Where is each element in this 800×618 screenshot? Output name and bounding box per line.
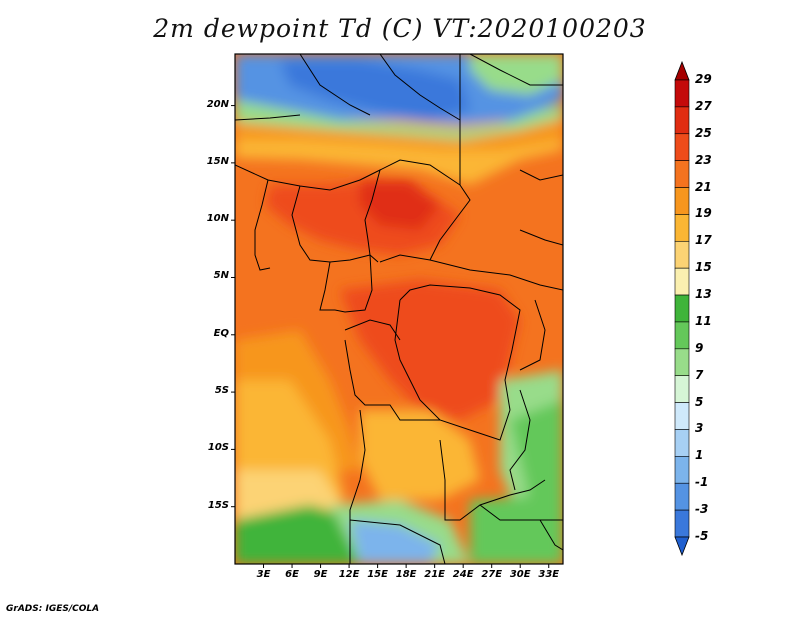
lat-label: 15S xyxy=(207,499,229,511)
colorbar-segment xyxy=(674,482,690,511)
colorbar-segment xyxy=(674,267,690,296)
colorbar-segment xyxy=(674,133,690,161)
credit-text: GrADS: IGES/COLA xyxy=(6,604,100,614)
colorbar-segment xyxy=(674,402,690,430)
colorbar-label: 1 xyxy=(695,448,704,463)
colorbar-label: 17 xyxy=(695,233,712,248)
plot-frame xyxy=(234,53,564,565)
colorbar-label: 7 xyxy=(695,367,704,382)
lon-label: 6E xyxy=(285,569,299,580)
colorbar-segment xyxy=(674,429,690,457)
lon-label: 24E xyxy=(452,569,474,580)
colorbar-label: 25 xyxy=(695,125,712,140)
colorbar-label: 13 xyxy=(695,287,712,302)
colorbar-label: -5 xyxy=(695,529,709,543)
colorbar-segment xyxy=(674,294,690,323)
lon-label: 18E xyxy=(395,569,417,580)
colorbar-bottom-arrow xyxy=(674,536,690,557)
colorbar-label: -3 xyxy=(695,502,709,517)
colorbar-segment xyxy=(674,106,690,135)
colorbar xyxy=(674,60,690,557)
colorbar-label: 19 xyxy=(695,206,712,221)
lat-label: EQ xyxy=(213,327,229,339)
colorbar-label: 5 xyxy=(695,394,704,409)
country-borders xyxy=(235,54,563,564)
lon-label: 27E xyxy=(481,569,503,580)
lon-label: 9E xyxy=(313,569,328,580)
lat-label: 20N xyxy=(206,98,229,110)
colorbar-label: 23 xyxy=(695,152,712,167)
colorbar-segment xyxy=(674,375,690,403)
colorbar-label: 27 xyxy=(695,98,712,113)
colorbar-label: -1 xyxy=(695,475,709,490)
colorbar-label: 15 xyxy=(695,260,712,275)
map-title: 2m dewpoint Td (C) VT:2020100203 xyxy=(153,14,647,43)
lat-label: 10S xyxy=(207,442,229,454)
colorbar-label: 29 xyxy=(695,72,712,86)
colorbar-segment xyxy=(674,509,690,538)
axis-ticks xyxy=(231,105,550,568)
lon-label: 15E xyxy=(367,569,388,580)
colorbar-segment xyxy=(674,79,690,108)
lat-label: 5S xyxy=(214,385,229,397)
lon-label: 30E xyxy=(509,569,531,580)
colorbar-segment xyxy=(674,187,690,215)
colorbar-label: 11 xyxy=(695,313,712,328)
colorbar-label: 3 xyxy=(695,421,704,436)
lat-label: 5N xyxy=(213,270,229,282)
lat-label: 15N xyxy=(206,155,229,167)
colorbar-segment xyxy=(674,456,690,484)
colorbar-segment xyxy=(674,348,690,377)
colorbar-segment xyxy=(674,160,690,188)
colorbar-segment xyxy=(674,214,690,242)
colorbar-segment xyxy=(674,240,690,269)
lon-label: 12E xyxy=(338,569,360,580)
colorbar-label: 9 xyxy=(695,340,704,355)
lat-label: 10N xyxy=(206,213,229,225)
colorbar-label: 21 xyxy=(695,179,712,194)
lon-label: 33E xyxy=(538,569,560,580)
colorbar-segment xyxy=(674,321,690,350)
lon-label: 3E xyxy=(256,569,271,580)
lon-label: 21E xyxy=(424,569,446,580)
colorbar-top-arrow xyxy=(674,60,690,81)
